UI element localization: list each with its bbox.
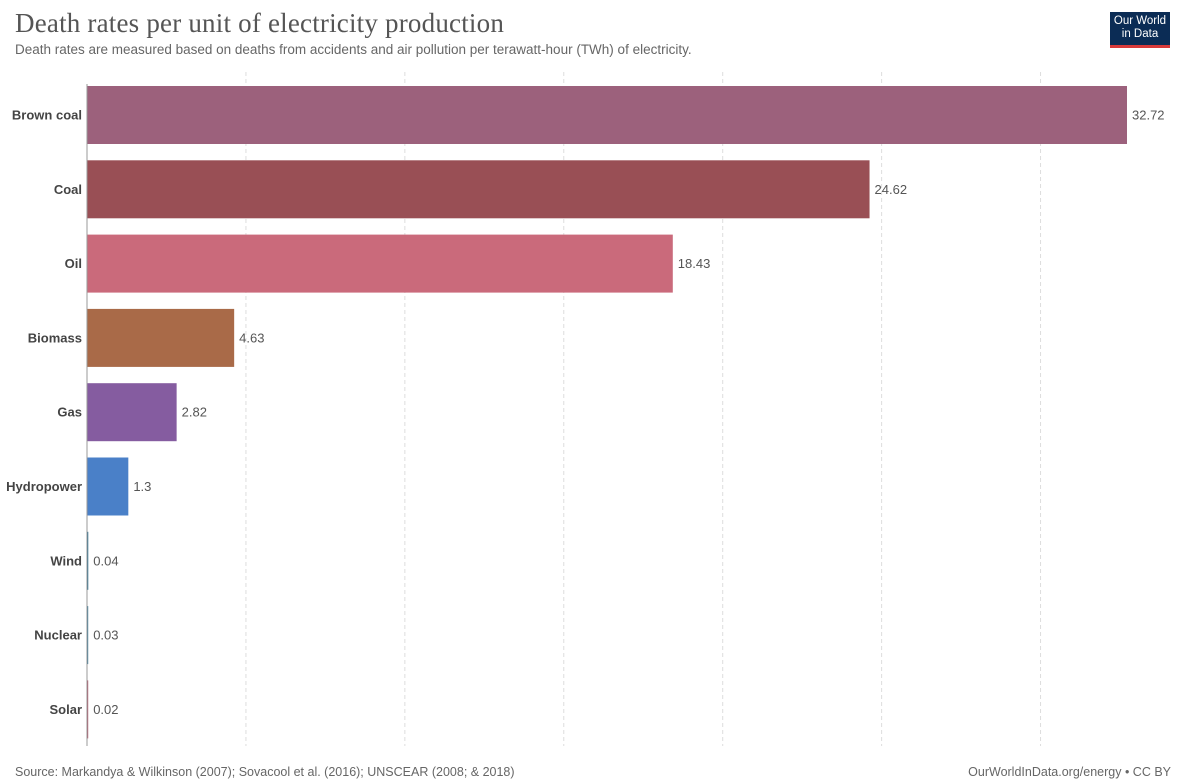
owid-logo[interactable]: Our World in Data — [1110, 12, 1170, 48]
category-label: Brown coal — [12, 108, 82, 123]
category-label: Hydropower — [6, 479, 82, 494]
category-label: Nuclear — [34, 628, 82, 643]
value-label: 4.63 — [239, 330, 264, 345]
value-label: 0.03 — [93, 628, 118, 643]
bar-biomass[interactable] — [87, 308, 235, 367]
bar-brown-coal[interactable] — [87, 86, 1127, 144]
value-label: 0.04 — [93, 553, 118, 568]
logo-line-2: in Data — [1121, 28, 1159, 40]
category-label: Gas — [57, 405, 82, 420]
value-label: 0.02 — [93, 702, 118, 717]
bar-solar[interactable] — [87, 680, 89, 739]
chart-title: Death rates per unit of electricity prod… — [15, 8, 505, 38]
value-label: 24.62 — [875, 182, 908, 197]
bar-coal[interactable] — [87, 160, 870, 219]
bar-gas[interactable] — [87, 383, 177, 442]
value-label: 1.3 — [133, 479, 151, 494]
bar-hydropower[interactable] — [87, 457, 129, 516]
category-label: Coal — [54, 182, 82, 197]
logo-accent-bar — [1110, 45, 1170, 48]
category-label: Biomass — [28, 330, 82, 345]
value-label: 32.72 — [1132, 108, 1165, 123]
value-label: 2.82 — [182, 405, 207, 420]
category-label: Wind — [50, 553, 82, 568]
chart-subtitle: Death rates are measured based on deaths… — [15, 42, 692, 57]
bar-oil[interactable] — [87, 234, 673, 293]
bar-nuclear[interactable] — [87, 606, 89, 665]
source-note[interactable]: Source: Markandya & Wilkinson (2007); So… — [15, 765, 515, 779]
credit-link[interactable]: OurWorldInData.org/energy • CC BY — [968, 765, 1171, 779]
category-label: Oil — [65, 256, 82, 271]
category-label: Solar — [49, 702, 82, 717]
value-label: 18.43 — [678, 256, 711, 271]
logo-line-1: Our World — [1113, 15, 1167, 27]
bar-wind[interactable] — [87, 531, 89, 590]
